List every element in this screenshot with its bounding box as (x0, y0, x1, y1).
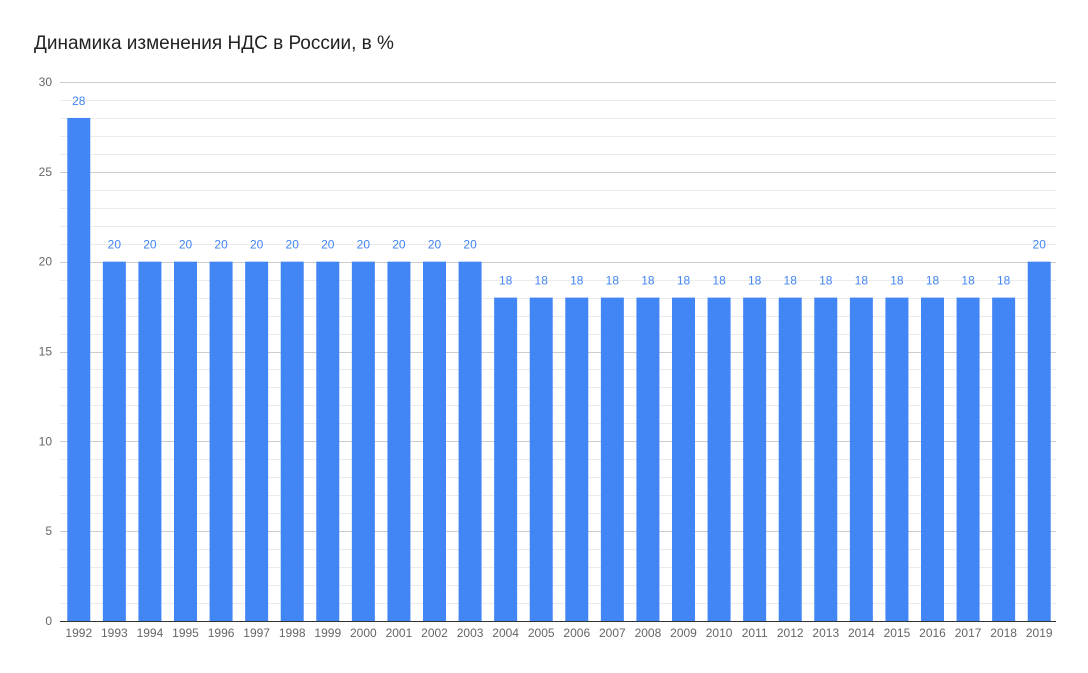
x-tick-label: 2000 (350, 626, 377, 640)
x-tick-label: 2014 (848, 626, 875, 640)
bar (280, 261, 304, 621)
bar (707, 297, 731, 621)
y-tick-label: 5 (45, 524, 52, 538)
data-label: 20 (286, 238, 300, 252)
x-tick-label: 2004 (492, 626, 519, 640)
x-tick-label: 1997 (243, 626, 270, 640)
data-label: 28 (72, 94, 86, 108)
data-label: 18 (641, 274, 655, 288)
data-label: 18 (677, 274, 691, 288)
bar (849, 297, 873, 621)
data-label: 18 (784, 274, 798, 288)
data-label: 20 (428, 238, 442, 252)
data-label: 20 (463, 238, 477, 252)
x-tick-label: 2005 (528, 626, 555, 640)
data-label: 18 (926, 274, 940, 288)
data-label: 18 (712, 274, 726, 288)
data-label: 18 (535, 274, 549, 288)
y-tick-label: 20 (39, 255, 53, 269)
data-label: 18 (499, 274, 513, 288)
x-tick-label: 2007 (599, 626, 626, 640)
data-label: 18 (748, 274, 762, 288)
x-tick-label: 2015 (884, 626, 911, 640)
bar (1027, 261, 1051, 621)
bar (316, 261, 340, 621)
data-label: 20 (108, 238, 122, 252)
bar (565, 297, 589, 621)
data-label: 20 (143, 238, 157, 252)
x-tick-label: 2001 (386, 626, 413, 640)
bar (956, 297, 980, 621)
bar (174, 261, 197, 621)
x-tick-label: 2016 (919, 626, 946, 640)
x-tick-label: 2013 (812, 626, 839, 640)
x-tick-label: 1992 (65, 626, 92, 640)
bar (423, 261, 446, 621)
data-label: 18 (570, 274, 584, 288)
x-tick-label: 1994 (137, 626, 164, 640)
y-axis-ticks: 0 5 10 15 20 25 30 (39, 75, 53, 628)
data-label: 18 (890, 274, 904, 288)
y-tick-label: 0 (45, 614, 52, 628)
bar (672, 297, 695, 621)
data-label: 18 (997, 274, 1011, 288)
y-tick-label: 10 (39, 434, 53, 448)
data-label: 20 (214, 238, 228, 252)
bar (209, 261, 233, 621)
bar (67, 117, 91, 621)
data-label: 18 (819, 274, 833, 288)
x-tick-label: 2003 (457, 626, 484, 640)
bar (636, 297, 660, 621)
x-tick-label: 1993 (101, 626, 128, 640)
x-tick-label: 1996 (208, 626, 235, 640)
bar (814, 297, 838, 621)
bar (102, 261, 126, 621)
x-tick-label: 2017 (955, 626, 982, 640)
data-label: 18 (606, 274, 620, 288)
x-tick-label: 1999 (314, 626, 341, 640)
bar (529, 297, 553, 621)
data-label: 20 (392, 238, 406, 252)
data-label: 18 (855, 274, 869, 288)
y-tick-label: 30 (39, 75, 53, 89)
bar (992, 297, 1016, 621)
y-tick-label: 25 (39, 165, 53, 179)
data-label: 20 (1033, 238, 1047, 252)
x-tick-label: 2009 (670, 626, 697, 640)
data-label: 18 (961, 274, 975, 288)
bar (387, 261, 411, 621)
x-tick-label: 2018 (990, 626, 1017, 640)
bar (778, 297, 802, 621)
x-tick-label: 2011 (742, 626, 768, 640)
data-labels: 28 20 20 20 20 20 20 20 20 20 20 20 18 18 18 18 18 18 18 18… (72, 94, 1046, 288)
bar (600, 297, 624, 621)
bar (138, 261, 162, 621)
bar (921, 297, 944, 621)
bar (458, 261, 482, 621)
bar (885, 297, 909, 621)
x-tick-label: 1995 (172, 626, 199, 640)
x-tick-label: 2012 (777, 626, 804, 640)
bars (67, 117, 1051, 621)
data-label: 20 (179, 238, 193, 252)
data-label: 20 (321, 238, 335, 252)
x-tick-label: 2006 (563, 626, 590, 640)
chart-title: Динамика изменения НДС в России, в % (34, 33, 394, 54)
x-axis-ticks: 1992 1993 1994 1995 1996 1997 1998 1999 2000 2001… (65, 626, 1052, 640)
bar (245, 261, 269, 621)
data-label: 20 (357, 238, 371, 252)
x-tick-label: 2010 (706, 626, 733, 640)
bar (351, 261, 375, 621)
x-tick-label: 1998 (279, 626, 306, 640)
data-label: 20 (250, 238, 264, 252)
x-tick-label: 2002 (421, 626, 448, 640)
bar (743, 297, 767, 621)
x-tick-label: 2008 (635, 626, 662, 640)
bar (494, 297, 518, 621)
y-tick-label: 15 (39, 345, 53, 359)
x-tick-label: 2019 (1026, 626, 1053, 640)
